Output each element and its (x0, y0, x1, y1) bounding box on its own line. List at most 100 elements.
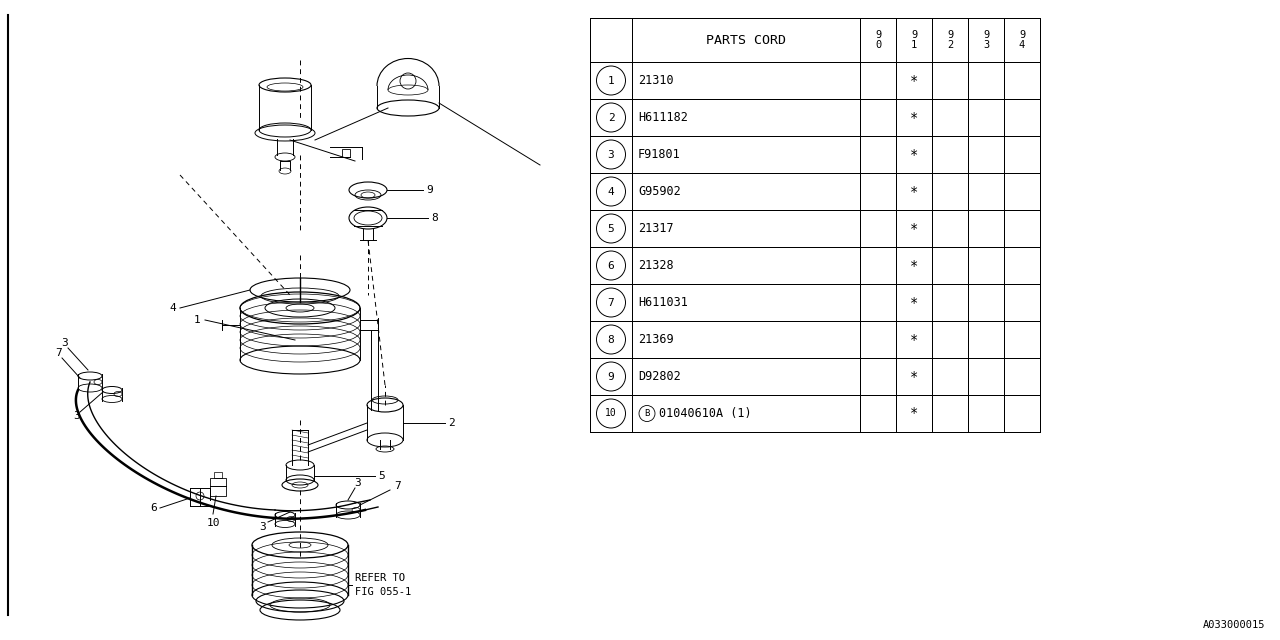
Text: 3: 3 (355, 478, 361, 488)
Text: B: B (644, 409, 650, 418)
Bar (896, 136, 932, 173)
Bar (932, 284, 968, 321)
Text: *: * (910, 296, 918, 310)
Text: 4: 4 (608, 186, 614, 196)
Bar (896, 247, 932, 284)
Text: H611182: H611182 (637, 111, 687, 124)
Bar (590, 210, 632, 247)
Bar (590, 136, 632, 173)
Bar (632, 62, 860, 99)
Text: 1: 1 (608, 76, 614, 86)
Text: 7: 7 (55, 348, 63, 358)
Bar (968, 321, 1004, 358)
Bar (968, 18, 1004, 62)
Bar (896, 210, 932, 247)
Bar (896, 358, 932, 395)
Bar (632, 358, 860, 395)
Bar (968, 210, 1004, 247)
Text: 5: 5 (608, 223, 614, 234)
Bar (896, 99, 932, 136)
Bar (896, 321, 932, 358)
Bar (1004, 136, 1039, 173)
Text: 21310: 21310 (637, 74, 673, 87)
Text: 1: 1 (193, 315, 200, 325)
Bar (860, 210, 896, 247)
Bar (896, 18, 932, 62)
Text: 6: 6 (150, 503, 157, 513)
Text: 8: 8 (608, 335, 614, 344)
Bar (590, 395, 632, 432)
Text: 3: 3 (74, 411, 81, 421)
Text: *: * (910, 111, 918, 125)
Text: 8: 8 (431, 213, 438, 223)
Bar (860, 284, 896, 321)
Text: H611031: H611031 (637, 296, 687, 309)
Bar (632, 321, 860, 358)
Bar (590, 99, 632, 136)
Bar (860, 395, 896, 432)
Bar (896, 284, 932, 321)
Bar (932, 321, 968, 358)
Text: 2: 2 (448, 418, 454, 428)
Text: *: * (910, 333, 918, 346)
Text: 9
1: 9 1 (911, 30, 918, 50)
Text: REFER TO
FIG 055-1: REFER TO FIG 055-1 (355, 573, 411, 596)
Text: 10: 10 (206, 518, 220, 528)
Text: 9
4: 9 4 (1019, 30, 1025, 50)
Text: *: * (910, 406, 918, 420)
Bar (590, 173, 632, 210)
Text: 21317: 21317 (637, 222, 673, 235)
Text: 5: 5 (378, 471, 385, 481)
Bar (932, 395, 968, 432)
Bar (968, 284, 1004, 321)
Bar (342, 149, 349, 157)
Bar (968, 62, 1004, 99)
Bar (1004, 247, 1039, 284)
Text: *: * (910, 184, 918, 198)
Text: D92802: D92802 (637, 370, 681, 383)
Text: PARTS CORD: PARTS CORD (707, 33, 786, 47)
Text: 3: 3 (608, 150, 614, 159)
Text: 21328: 21328 (637, 259, 673, 272)
Bar (968, 395, 1004, 432)
Bar (932, 136, 968, 173)
Bar (860, 358, 896, 395)
Bar (968, 136, 1004, 173)
Bar (932, 18, 968, 62)
Text: G95902: G95902 (637, 185, 681, 198)
Bar (632, 173, 860, 210)
Bar (632, 210, 860, 247)
Text: A033000015: A033000015 (1202, 620, 1265, 630)
Bar (860, 136, 896, 173)
Text: 3: 3 (260, 522, 266, 532)
Bar (1004, 210, 1039, 247)
Text: 21369: 21369 (637, 333, 673, 346)
Bar (632, 284, 860, 321)
Bar (590, 18, 1039, 432)
Text: 9: 9 (608, 371, 614, 381)
Bar (860, 247, 896, 284)
Bar (210, 478, 227, 496)
Bar (932, 173, 968, 210)
Text: 6: 6 (608, 260, 614, 271)
Bar (1004, 99, 1039, 136)
Bar (860, 173, 896, 210)
Bar (1004, 18, 1039, 62)
Bar (932, 358, 968, 395)
Text: *: * (910, 74, 918, 88)
Bar (632, 247, 860, 284)
Bar (632, 136, 860, 173)
Text: *: * (910, 369, 918, 383)
Text: 2: 2 (608, 113, 614, 122)
Bar (860, 62, 896, 99)
Bar (860, 18, 896, 62)
Bar (1004, 395, 1039, 432)
Text: *: * (910, 147, 918, 161)
Bar (896, 395, 932, 432)
Bar (590, 284, 632, 321)
Text: 7: 7 (394, 481, 401, 491)
Bar (590, 18, 632, 62)
Bar (1004, 284, 1039, 321)
Bar (632, 99, 860, 136)
Text: *: * (910, 221, 918, 236)
